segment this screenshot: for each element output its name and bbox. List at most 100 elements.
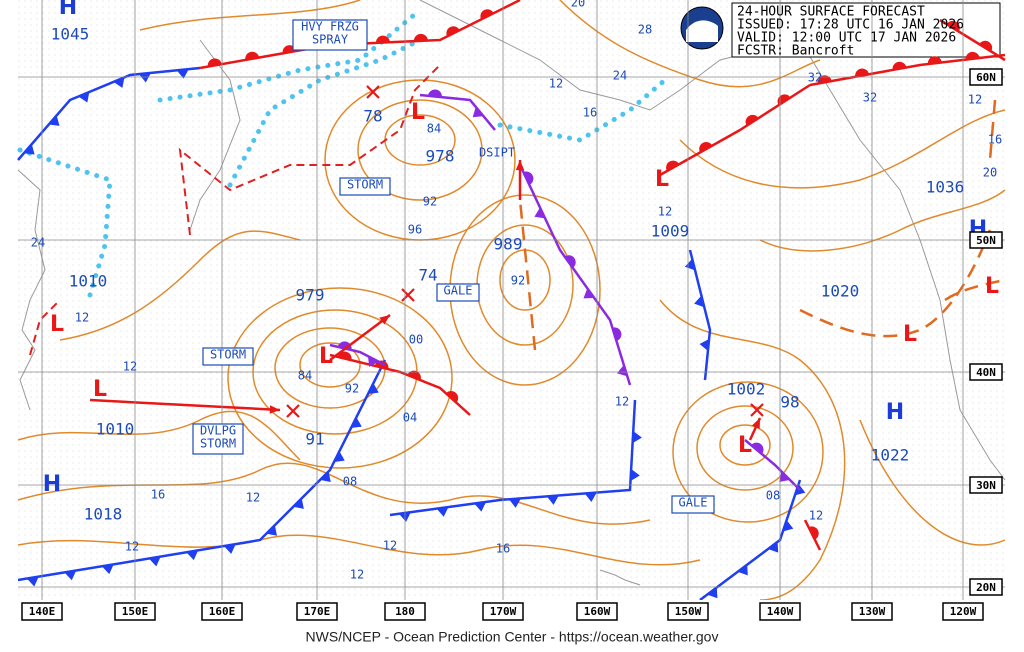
lon-label: 160E [209, 605, 236, 618]
low-center: L [319, 344, 333, 369]
front-triangle [176, 69, 189, 79]
header-line: ISSUED: 17:28 UTC 16 JAN 2026 [737, 18, 964, 33]
noaa-logo-bird [686, 20, 718, 42]
footer: NWS/NCEP - Ocean Prediction Center - htt… [306, 629, 719, 645]
isobar-label: 84 [298, 369, 312, 383]
isobar-label: 12 [123, 360, 137, 374]
isobar-label: 92 [345, 382, 359, 396]
arrow-head [269, 405, 280, 414]
annotation-box [339, 177, 391, 196]
pressure-label: 978 [426, 147, 455, 166]
lon-label: 160W [584, 605, 611, 618]
front-semicircle [979, 40, 993, 52]
front-triangle [64, 570, 77, 581]
annotation-text: SPRAY [312, 33, 349, 47]
front-triangle [546, 495, 559, 505]
lon-label-box [759, 602, 801, 621]
annotation-box [202, 347, 254, 366]
pressure-label: 1009 [651, 222, 690, 241]
front-triangle [101, 564, 114, 575]
high-center: H [886, 400, 904, 425]
front-triangle [616, 364, 628, 377]
front-triangle [694, 295, 705, 308]
isobar-label: 24 [613, 69, 627, 83]
lat-label-box [969, 476, 1003, 494]
lon-label: 140E [29, 605, 56, 618]
low-center: L [93, 377, 107, 402]
lat-label: 60N [976, 71, 996, 84]
front-triangle [23, 144, 35, 155]
front-semicircle [808, 526, 819, 540]
header-line: VALID: 12:00 UTC 17 JAN 2026 [737, 31, 956, 46]
annotation-box [292, 19, 368, 51]
front-semicircle [564, 255, 576, 268]
isobar-label: 08 [343, 475, 357, 489]
annotation-box [436, 283, 480, 302]
front-semicircle [946, 20, 960, 32]
low-center: L [738, 433, 752, 458]
lon-label-box [851, 602, 893, 621]
isobar-label: 12 [549, 77, 563, 91]
lon-label-box [576, 602, 618, 621]
front-line [939, 18, 1006, 62]
header-box [680, 2, 1001, 58]
front-triangle [534, 207, 546, 219]
pressure-label: 91 [305, 430, 324, 449]
front-line [809, 53, 1006, 87]
isobar-label: 92 [511, 274, 525, 288]
lon-label: 170W [490, 605, 517, 618]
front-line [659, 83, 811, 177]
lon-label: 170E [304, 605, 331, 618]
front-triangle [508, 498, 521, 508]
lon-label-box [296, 602, 338, 621]
fronts [17, 0, 1006, 601]
isobar-label: 16 [496, 542, 510, 556]
front-semicircle [413, 33, 428, 42]
lat-label: 20N [976, 581, 996, 594]
front-line [389, 399, 637, 517]
front-triangle [472, 106, 484, 118]
isobar-label: 84 [427, 122, 441, 136]
front-triangle [699, 338, 710, 351]
front-semicircle [777, 94, 791, 106]
isobar-label: 16 [988, 133, 1002, 147]
front-semicircle [892, 61, 907, 70]
lat-label-box [969, 231, 1003, 249]
annotation-text: STORM [210, 348, 246, 362]
isobar-label: 00 [409, 333, 423, 347]
pressure-label: 74 [418, 266, 437, 285]
x-mark [286, 404, 300, 418]
annotation-text: GALE [444, 284, 473, 298]
annotation-text: STORM [347, 178, 383, 192]
header-frame [731, 2, 1001, 58]
lon-label: 130W [859, 605, 886, 618]
front-triangle [779, 471, 790, 482]
front-triangle [293, 498, 304, 509]
lat-label-box [969, 363, 1003, 381]
front-triangle [707, 587, 718, 599]
front-line [518, 164, 632, 386]
arrow-head [751, 418, 760, 429]
lat-label-box [969, 68, 1003, 86]
track-arrow [329, 314, 391, 361]
front-triangle [334, 451, 345, 462]
front-semicircle [446, 26, 460, 37]
lon-label: 120W [950, 605, 977, 618]
front-triangle [148, 556, 161, 567]
lat-label: 30N [976, 479, 996, 492]
x-mark [750, 403, 764, 417]
front-triangle [782, 520, 794, 532]
pressure-label: 989 [494, 235, 523, 254]
isobar-label: 24 [31, 236, 45, 250]
front-triangle [632, 431, 642, 444]
isobar-label: 16 [583, 106, 597, 120]
lat-label-box [969, 578, 1003, 596]
low-center: L [985, 274, 999, 299]
high-center: H [59, 0, 77, 20]
low-center: L [411, 100, 425, 125]
pressure-label: 1036 [926, 178, 965, 197]
front-line [17, 359, 387, 582]
isobar-label: 12 [809, 509, 823, 523]
lon-label-box [21, 602, 63, 621]
isobar-label: 28 [638, 23, 652, 37]
